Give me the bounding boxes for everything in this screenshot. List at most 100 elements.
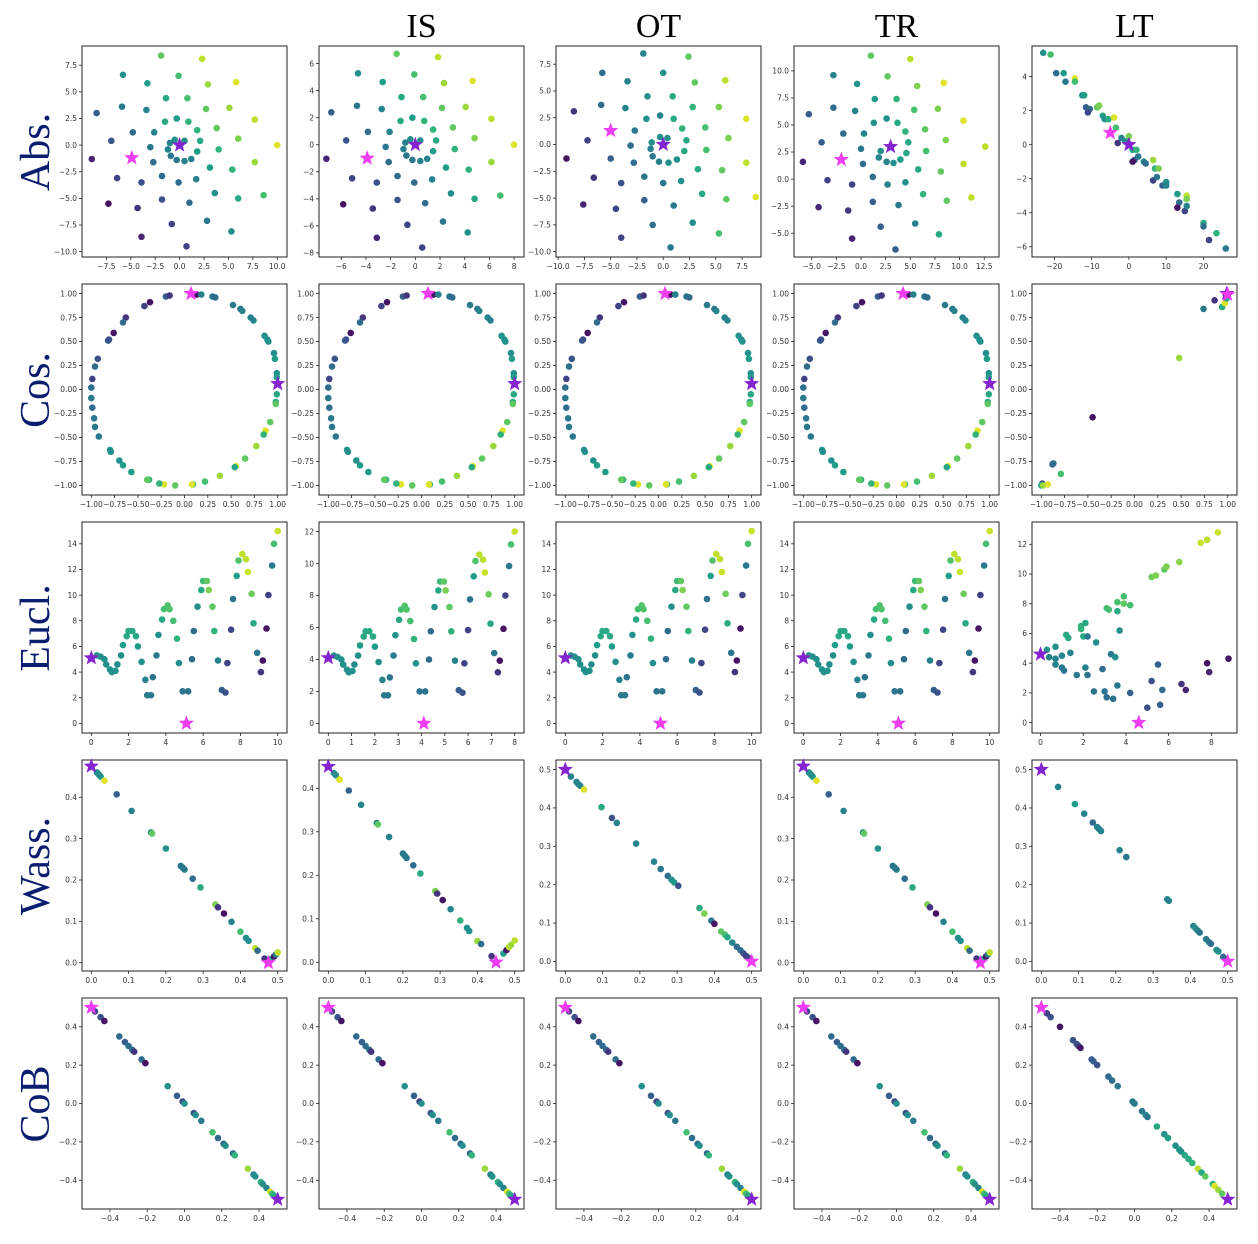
data-point [968, 194, 975, 201]
data-point [982, 349, 990, 357]
data-point [347, 329, 355, 337]
x-tick-label: 0.4 [253, 1214, 265, 1223]
data-point [1082, 619, 1089, 627]
data-point [814, 661, 822, 668]
data-point [128, 807, 135, 815]
x-tick-label: 2 [373, 738, 378, 747]
data-point [119, 641, 127, 649]
data-point [90, 415, 98, 422]
x-tick-label: −0.75 [1053, 500, 1076, 509]
x-tick-label: 0.75 [246, 500, 263, 509]
data-point [981, 143, 989, 150]
target-star-marker [744, 1191, 760, 1206]
x-tick-label: 0.50 [223, 500, 240, 509]
data-point [624, 78, 631, 85]
data-point [824, 176, 831, 184]
y-tick-label: −2 [1016, 174, 1027, 183]
x-tick-label: −0.4 [575, 1214, 593, 1223]
data-point [622, 104, 629, 112]
data-point [926, 1134, 934, 1142]
data-point [1134, 153, 1142, 160]
data-point [233, 572, 240, 580]
x-tick-label: −0.2 [850, 1214, 868, 1223]
x-tick-label: 0.4 [1184, 976, 1196, 985]
data-point [617, 476, 625, 484]
data-point [89, 375, 96, 383]
data-point [1163, 563, 1170, 570]
data-point [746, 400, 754, 408]
data-point [664, 134, 671, 142]
data-point [913, 82, 921, 90]
data-point [696, 1142, 703, 1149]
target-star-marker [83, 758, 99, 773]
x-tick-label: 2 [838, 738, 843, 747]
x-tick-label: 0.25 [1149, 500, 1166, 509]
data-point [1114, 1082, 1121, 1090]
data-point [234, 135, 242, 142]
x-tick-label: 0.25 [199, 500, 216, 509]
data-point [906, 603, 913, 610]
y-tick-label: 4 [309, 655, 314, 664]
y-tick-label: 1.00 [297, 289, 314, 298]
x-tick-label: 0 [563, 738, 568, 747]
y-tick-label: 0.5 [539, 765, 551, 774]
data-point [670, 202, 677, 209]
plot-frame [793, 521, 1000, 734]
x-tick-label: 6 [1166, 738, 1171, 747]
data-point [1126, 689, 1134, 697]
data-point [631, 127, 639, 134]
data-point [471, 134, 478, 142]
x-tick-label: 6 [466, 738, 471, 747]
data-point [734, 431, 741, 438]
data-point [673, 156, 681, 163]
x-tick-label: 8 [238, 738, 243, 747]
y-tick-label: −0.2 [59, 1138, 77, 1147]
x-tick-label: 0.1 [360, 976, 372, 985]
data-point [93, 109, 100, 117]
data-point [801, 375, 808, 383]
x-tick-label: 2 [438, 262, 443, 271]
y-tick-label: 1.00 [772, 289, 789, 298]
data-point [385, 158, 393, 166]
x-tick-label: −0.25 [150, 500, 173, 509]
panel-cos-2: −1.00 −0.75 −0.50 −0.25 0.00 0.25 0.50 0.75 1.00… [528, 283, 762, 509]
y-tick-label: 0.3 [302, 827, 314, 836]
data-point [113, 791, 120, 798]
data-point [390, 652, 397, 659]
data-point [919, 190, 927, 198]
data-point [893, 95, 900, 103]
y-tick-label: −0.75 [528, 457, 551, 466]
panel-cob-3: −0.4 −0.2 0.0 0.2 0.4 −0.4 −0.2 0.0 0.2 0.4 [771, 997, 1000, 1223]
data-point [356, 319, 364, 326]
data-point [1050, 460, 1057, 467]
y-tick-label: −8 [303, 249, 314, 258]
data-point [727, 442, 734, 450]
data-point [715, 230, 723, 237]
data-point [273, 141, 281, 149]
y-tick-label: 0.00 [60, 385, 77, 394]
y-tick-label: 0.4 [302, 784, 314, 793]
data-point [101, 777, 108, 784]
x-tick-label: 0.0 [179, 1214, 191, 1223]
data-point [1214, 529, 1222, 536]
data-point [351, 661, 358, 668]
data-point [323, 155, 330, 163]
data-point [509, 400, 517, 408]
x-tick-label: 10 [747, 738, 757, 747]
target-star-marker [557, 650, 573, 665]
data-point [877, 223, 884, 230]
data-point [150, 158, 157, 166]
data-point [466, 301, 474, 309]
data-point [407, 617, 414, 625]
data-point [166, 605, 173, 613]
x-tick-label: −0.2 [138, 1214, 156, 1223]
data-point [629, 631, 636, 639]
data-point [632, 616, 640, 623]
x-tick-label: 4 [163, 738, 168, 747]
x-tick-label: 0.75 [720, 500, 737, 509]
y-tick-label: 0.4 [1015, 804, 1027, 813]
data-point [211, 189, 219, 197]
y-tick-label: 0 [309, 140, 314, 149]
